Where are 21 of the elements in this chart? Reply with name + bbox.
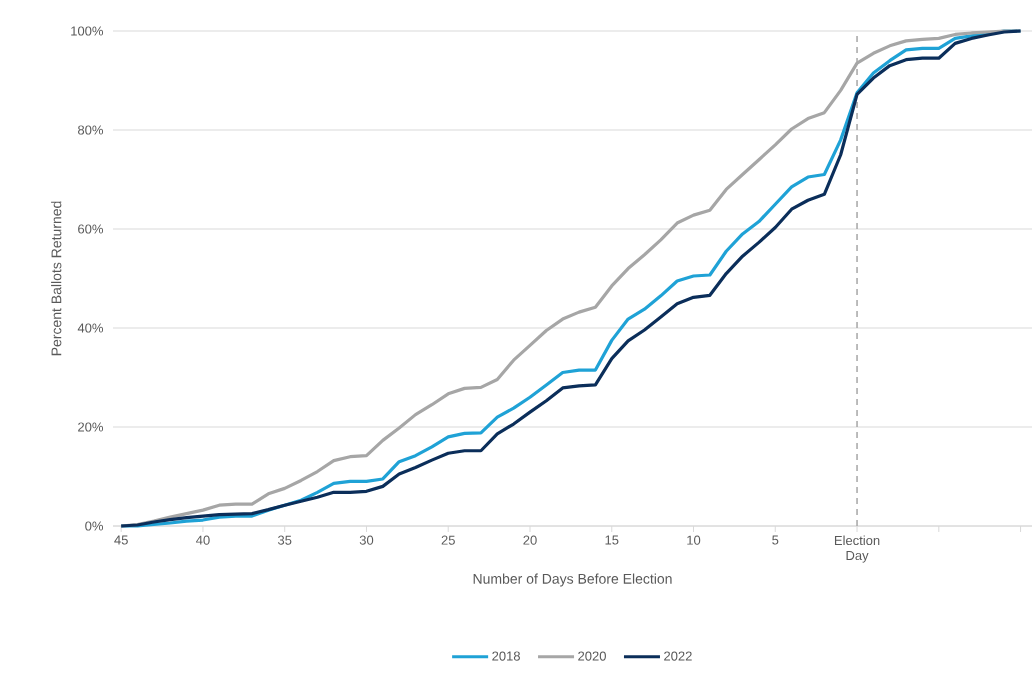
x-tick-label: 35: [277, 535, 292, 545]
x-tick-label: 20: [523, 535, 537, 545]
x-tick-label: 30: [359, 535, 374, 545]
legend-label: 2018: [492, 651, 520, 661]
y-axis-title: Percent Ballots Returned: [51, 201, 62, 356]
y-tick-label: 100%: [71, 26, 104, 36]
x-tick-label: 5: [772, 535, 779, 545]
x-tick-label: 40: [196, 535, 210, 545]
legend-label: 2020: [578, 651, 606, 661]
y-tick-label: 80%: [78, 125, 104, 135]
y-tick-label: 40%: [77, 323, 104, 333]
y-tick-label: 0%: [85, 521, 104, 531]
legend-label: 2022: [664, 651, 692, 661]
y-tick-label: 60%: [78, 224, 104, 234]
x-tick-label: 45: [114, 535, 128, 545]
y-tick-label: 20%: [78, 422, 104, 432]
x-tick-label: 25: [441, 535, 455, 545]
x-tick-label: 15: [605, 535, 619, 545]
x-tick-label: Election Day: [834, 535, 880, 563]
x-tick-label: 10: [687, 535, 701, 545]
x-axis-title: Number of Days Before Election: [473, 573, 672, 587]
